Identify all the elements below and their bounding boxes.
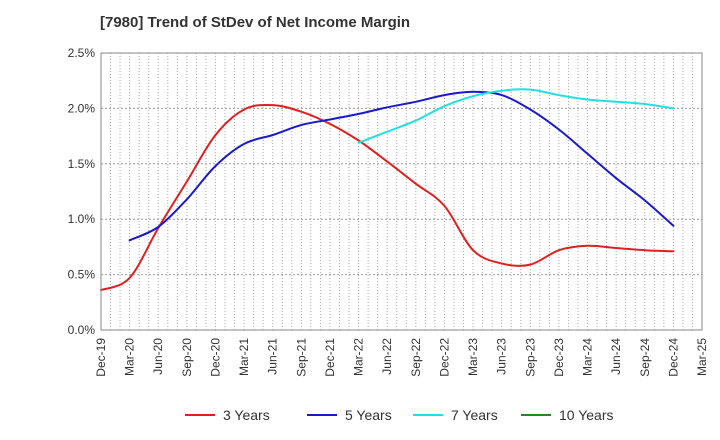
y-tick-label: 0.5% bbox=[68, 268, 96, 282]
x-tick-label: Mar-22 bbox=[352, 338, 366, 376]
x-tick-label: Sep-22 bbox=[409, 338, 423, 377]
legend: 3 Years 5 Years 7 Years 10 Years bbox=[185, 407, 614, 423]
x-tick-label: Jun-22 bbox=[380, 338, 394, 375]
x-tick-label: Jun-23 bbox=[495, 338, 509, 375]
series-line-2 bbox=[128, 90, 675, 242]
x-tick-label: Sep-23 bbox=[523, 338, 537, 377]
x-axis: Dec-19 Mar-20 Jun-20 Sep-20 Dec-20 Mar-21 Jun-… bbox=[94, 338, 709, 377]
x-tick-label: Dec-22 bbox=[437, 338, 451, 377]
legend-label: 7 Years bbox=[451, 407, 498, 423]
x-tick-label: Mar-25 bbox=[695, 338, 709, 376]
grid-layer bbox=[101, 53, 702, 330]
y-tick-label: 2.0% bbox=[68, 101, 96, 115]
chart-title: [7980] Trend of StDev of Net Income Marg… bbox=[100, 14, 411, 31]
plot-frame bbox=[100, 52, 703, 331]
x-tick-label: Mar-20 bbox=[123, 338, 137, 376]
x-tick-label: Dec-23 bbox=[552, 338, 566, 377]
legend-label: 5 Years bbox=[345, 407, 392, 423]
x-tick-label: Jun-20 bbox=[151, 338, 165, 375]
y-tick-label: 1.0% bbox=[68, 212, 96, 226]
legend-label: 3 Years bbox=[223, 407, 270, 423]
x-tick-label: Mar-23 bbox=[466, 338, 480, 376]
x-tick-label: Sep-20 bbox=[180, 338, 194, 377]
x-tick-label: Mar-24 bbox=[581, 338, 595, 376]
y-axis: 0.0% 0.5% 1.0% 1.5% 2.0% 2.5% bbox=[68, 46, 96, 337]
x-tick-label: Sep-24 bbox=[638, 338, 652, 377]
y-tick-label: 1.5% bbox=[68, 157, 96, 171]
x-tick-label: Sep-21 bbox=[294, 338, 308, 377]
series-layer bbox=[100, 88, 675, 292]
y-tick-label: 2.5% bbox=[68, 46, 96, 60]
x-tick-label: Dec-20 bbox=[208, 338, 222, 377]
series-line-3 bbox=[357, 88, 675, 144]
y-tick-label: 0.0% bbox=[68, 323, 96, 337]
x-tick-label: Dec-19 bbox=[94, 338, 108, 377]
x-tick-label: Jun-21 bbox=[266, 338, 280, 375]
series-line-1 bbox=[100, 103, 675, 292]
x-tick-label: Dec-24 bbox=[666, 338, 680, 377]
x-tick-label: Mar-21 bbox=[237, 338, 251, 376]
x-tick-label: Dec-21 bbox=[323, 338, 337, 377]
legend-label: 10 Years bbox=[559, 407, 614, 423]
x-tick-label: Jun-24 bbox=[609, 338, 623, 375]
